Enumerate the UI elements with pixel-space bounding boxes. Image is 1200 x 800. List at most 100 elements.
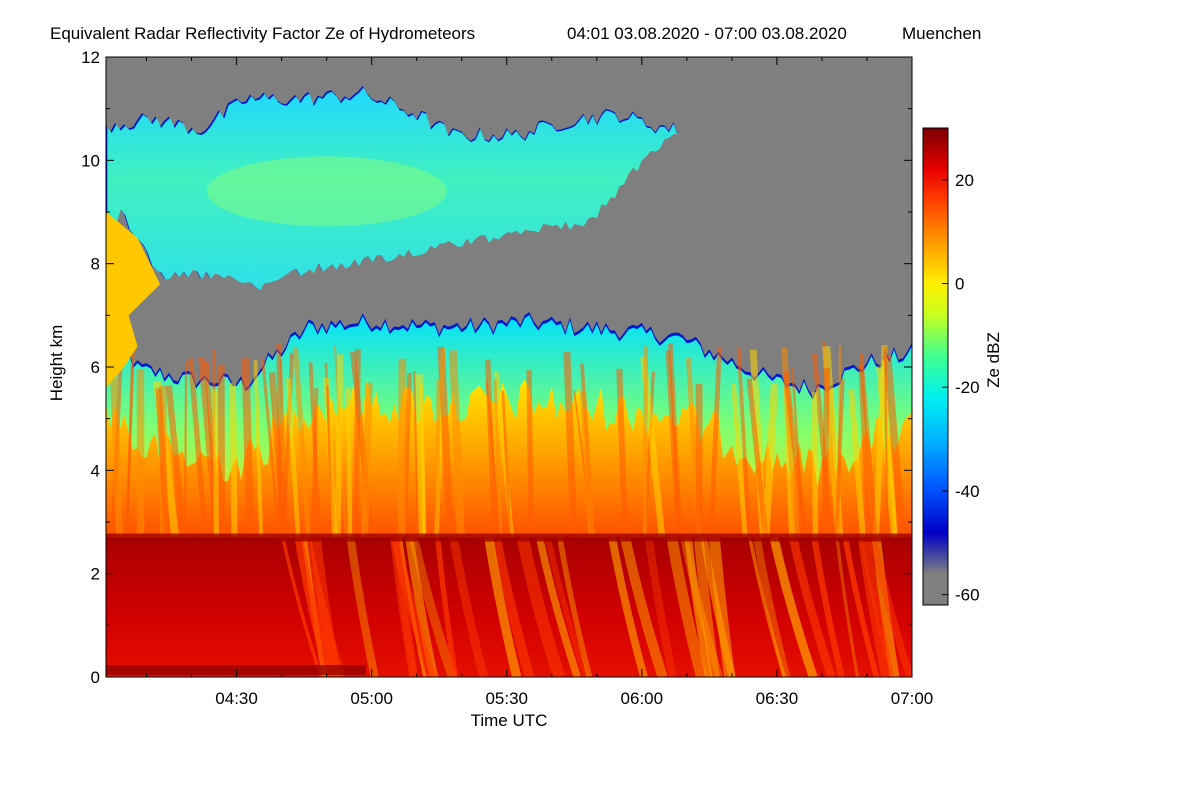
fall-streak [397,358,407,538]
x-tick-label: 04:30 [215,689,258,708]
rain-streak [557,537,593,677]
fall-streak [485,359,498,538]
chart-title: Equivalent Radar Reflectivity Factor Ze … [50,24,475,43]
fall-streak [493,379,503,538]
fall-streak [579,391,595,538]
fall-streak [746,378,769,538]
y-axis: 0 2 4 6 8 10 12 [81,48,912,687]
radar-heatmap [106,57,912,677]
x-tick-label: 07:00 [891,689,934,708]
fall-streak [279,359,288,538]
rain-streak [408,536,457,677]
rain-streak [516,536,565,677]
fall-streak [708,346,722,538]
rain-streak [491,536,535,677]
x-axis-label: Time UTC [471,711,548,730]
fall-streak [353,349,361,538]
fall-streak [241,358,255,538]
colorbar-label: Ze dBZ [984,332,1003,388]
fall-streak [781,347,800,538]
fall-streak [326,385,333,538]
y-axis-label: Height km [47,325,66,402]
fall-streak [783,371,809,538]
colorbar-tick-label: -40 [955,482,980,501]
fall-streak [563,351,578,538]
fall-streak [435,378,441,538]
fall-streak [642,346,649,538]
rain-streak [700,536,736,677]
y-tick-label: 6 [91,358,100,377]
y-tick-label: 8 [91,255,100,274]
x-tick-label: 06:00 [621,689,664,708]
colorbar-tick-label: -60 [955,586,980,605]
fall-streak [501,390,512,538]
rain-streak [449,536,488,677]
fall-streak [125,365,134,538]
fall-streak [848,389,866,538]
fall-streak [731,383,748,538]
rain-streak [684,537,713,677]
chart-time-range: 04:01 03.08.2020 - 07:00 03.08.2020 [567,24,847,43]
fall-streak [155,388,171,538]
fall-streak [253,360,264,538]
rain-streak [769,536,818,677]
fall-streak [188,358,208,538]
fall-streak [834,378,845,538]
rain-streak [544,536,589,677]
surface-layer [106,665,366,675]
rain-streak [748,537,786,677]
fall-streak [883,355,907,538]
rain-streak [535,536,581,677]
fall-streak [212,390,219,538]
rain-streak [294,536,333,677]
colorbar-tick-label: 20 [955,171,974,190]
fall-streak [361,382,373,538]
rain-streak [484,536,522,677]
colorbar-tick-label: -20 [955,378,980,397]
rain-streak [666,536,707,677]
rain-streak [346,536,379,677]
y-tick-label: 0 [91,668,100,687]
fall-streak [821,368,830,538]
fall-streak [110,376,123,538]
fall-streak [217,364,226,538]
fall-streak [437,346,454,538]
fall-streak [413,370,420,538]
colorbar-tick-label: 0 [955,275,964,294]
fall-streak [308,362,322,538]
rain-streak [842,537,880,677]
fall-streak [616,368,629,538]
rain-streak [835,537,860,677]
rain-streak [309,536,341,677]
fall-streak [736,347,752,538]
fall-streak [449,350,465,538]
fall-streak [334,354,344,538]
fall-streak [345,388,353,538]
fall-streak [268,372,288,538]
rain-streak [434,537,458,677]
rain-streak [693,537,720,677]
rain-streak [753,536,791,677]
fall-streak [858,364,872,538]
rain-streak [869,536,912,677]
rain-streak [390,536,436,677]
colorbar-ticks: 20 0 -20 -40 -60 [942,171,980,605]
fall-streak [526,370,534,538]
rain-streak [788,536,836,677]
fall-streak [229,382,238,538]
fall-streak [183,361,188,538]
chart-location: Muenchen [902,24,981,43]
y-tick-label: 4 [91,461,100,480]
upper-cloud-core [206,156,447,227]
fall-streak [668,343,683,538]
x-tick-label: 05:30 [485,689,528,708]
fall-streak [419,384,426,538]
rain-streak [620,536,668,677]
fall-streak [261,358,281,538]
rain-streak [857,536,894,677]
fall-streak [811,392,819,538]
fall-streak [292,346,312,538]
x-tick-label: 05:00 [350,689,393,708]
rain-streak [608,536,648,677]
